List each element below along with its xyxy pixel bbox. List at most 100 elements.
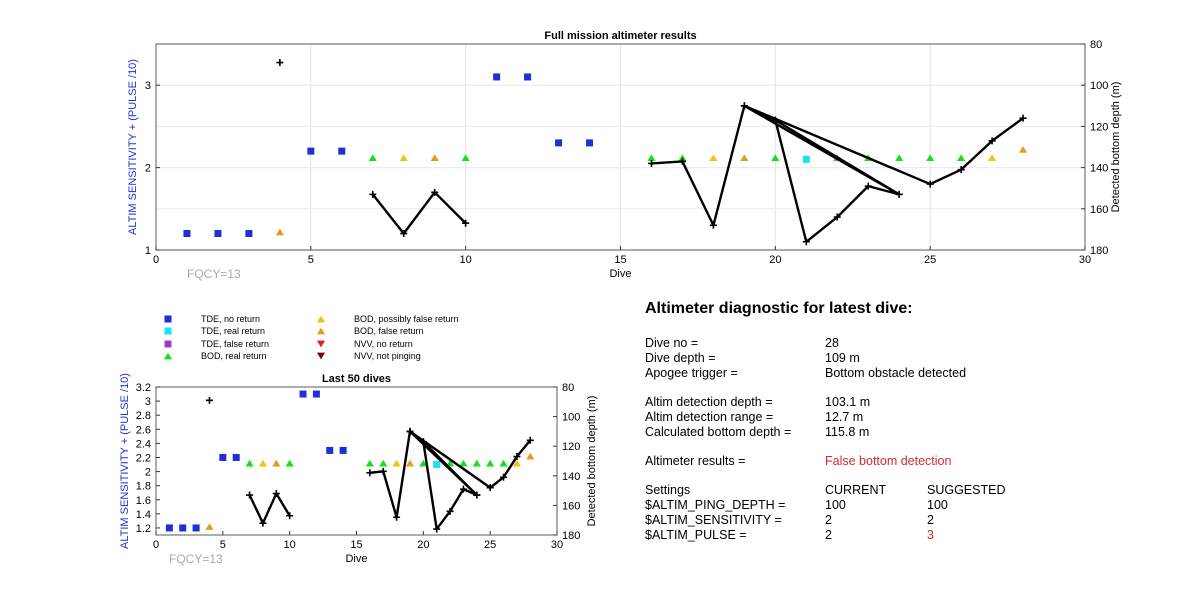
data-marker-dive-24: [472, 459, 481, 467]
legend-label: BOD, possibly false return: [354, 314, 459, 324]
data-marker-dive-18: [709, 154, 718, 162]
y-tick-label: 2.4: [136, 438, 151, 450]
data-marker-dive-28: [1019, 146, 1028, 153]
depth-line: [369, 430, 532, 531]
depth-point-dive-9: [272, 490, 280, 498]
data-marker-dive-11: [299, 390, 307, 398]
depth-point-dive-26: [500, 473, 508, 481]
legend-marker: [164, 327, 172, 335]
legend-marker: [163, 352, 173, 360]
depth-point-dive-16: [366, 469, 374, 477]
y-right-tick-label: 140: [1090, 163, 1108, 175]
chart-title: Last 50 dives: [322, 373, 391, 385]
data-marker-dive-3: [245, 230, 253, 238]
y-tick-label: 3.2: [136, 382, 151, 394]
setting-current: 2: [825, 528, 832, 542]
y-right-tick-label: 80: [1090, 39, 1102, 51]
depth-point-dive-21: [433, 525, 441, 533]
depth-point-dive-9: [431, 188, 439, 196]
depth-point-dive-23: [459, 485, 467, 493]
data-marker-dive-1: [165, 524, 173, 532]
results-label: Altimeter results =: [645, 454, 746, 468]
depth-point-dive-19: [740, 102, 748, 110]
depth-point-dive-27: [988, 137, 996, 145]
y-axis-label: ALTIM SENSITIVITY + (PULSE /10): [127, 59, 139, 235]
x-tick-label: 15: [614, 254, 626, 266]
depth-point-dive-25: [486, 484, 494, 492]
depth-point-dive-24: [473, 491, 481, 499]
results-row: Altimeter results = False bottom detecti…: [645, 454, 1165, 469]
depth-point-dive-26: [957, 166, 965, 174]
y-tick-label: 2: [145, 163, 151, 175]
y-tick-label: 1.8: [136, 481, 151, 493]
legend-label: TDE, false return: [201, 339, 269, 349]
depth-point-dive-21: [802, 238, 810, 246]
dive-no-row: Dive no = 28: [645, 336, 1165, 351]
depth-point-dive-8: [400, 230, 408, 238]
data-marker-dive-1: [183, 230, 191, 238]
legend-marker: [316, 340, 326, 348]
depth-point-dive-23: [864, 182, 872, 190]
x-tick-label: 30: [551, 539, 563, 551]
legend-marker: [316, 352, 326, 360]
last-dives-chart: 0 5 10 15 20 25 30 1.2 1.4 1.6 1.8 2 2.2 2.4 2.6 2.8 3 3.…: [119, 373, 598, 566]
depth-point-dive-8: [259, 519, 267, 527]
apogee-row: Apogee trigger = Bottom obstacle detecte…: [645, 366, 1165, 381]
data-marker-dive-24: [895, 154, 904, 162]
y-tick-label: 1.4: [136, 509, 151, 521]
dive-no-label: Dive no =: [645, 336, 699, 350]
det-range-label: Altim detection range =: [645, 410, 774, 424]
data-marker-dive-26: [499, 459, 508, 467]
det-depth-row: Altim detection depth = 103.1 m: [645, 395, 1165, 410]
dive-no-value: 28: [825, 336, 839, 350]
depth-point-dive-19: [406, 427, 414, 435]
legend-marker: [316, 327, 326, 335]
setting-suggested: 3: [927, 528, 934, 542]
apogee-value: Bottom obstacle detected: [825, 366, 967, 380]
legend-label: TDE, no return: [201, 314, 260, 324]
suggested-header: SUGGESTED: [927, 483, 1006, 497]
x-axis-label: Dive: [609, 268, 631, 280]
y-right-axis-label: Detected bottom depth (m): [1110, 82, 1122, 213]
depth-point-dive-4: [276, 59, 284, 67]
data-marker-dive-17: [678, 154, 687, 162]
data-marker-dive-4: [205, 523, 214, 530]
data-marker-dive-6: [232, 453, 240, 461]
plot-frame: [155, 386, 558, 536]
diagnostic-panel: Altimeter diagnostic for latest dive: Di…: [645, 300, 1165, 543]
data-marker-dive-6: [338, 147, 346, 155]
det-depth-label: Altim detection depth =: [645, 395, 773, 409]
data-marker-dive-20: [419, 459, 428, 467]
depth-point-dive-10: [286, 512, 294, 520]
depth-point-dive-10: [462, 219, 470, 227]
data-marker-dive-10: [461, 154, 470, 162]
depth-point-dive-17: [379, 467, 387, 475]
y-right-tick-label: 80: [562, 382, 574, 394]
y-tick-label: 1.6: [136, 495, 151, 507]
legend-label: TDE, real return: [201, 326, 265, 336]
data-marker-dive-21: [433, 461, 441, 469]
data-marker-dive-28: [526, 452, 535, 460]
legend-label: BOD, real return: [201, 351, 267, 361]
data-marker-dive-9: [272, 459, 281, 467]
x-axis-label: Dive: [345, 553, 367, 565]
fqcy-annotation: FQCY=13: [187, 267, 241, 281]
data-marker-dive-14: [586, 139, 594, 147]
det-depth-value: 103.1 m: [825, 395, 871, 409]
depth-point-dive-16: [647, 159, 655, 167]
y-right-tick-label: 180: [562, 530, 580, 542]
settings-label: Settings: [645, 483, 691, 497]
data-marker-dive-12: [312, 390, 320, 398]
setting-name: $ALTIM_PING_DEPTH =: [645, 498, 786, 512]
fqcy-annotation: FQCY=13: [169, 552, 223, 566]
data-marker-dive-8: [399, 154, 408, 162]
calc-depth-value: 115.8 m: [825, 425, 870, 439]
data-marker-dive-27: [988, 154, 997, 162]
current-header: CURRENT: [825, 483, 887, 497]
data-marker-dive-26: [957, 154, 966, 162]
depth-point-dive-18: [709, 221, 717, 229]
y-right-tick-label: 120: [1090, 121, 1108, 133]
calc-depth-label: Calculated bottom depth =: [645, 425, 792, 439]
x-tick-label: 5: [308, 254, 314, 266]
y-right-tick-label: 140: [562, 471, 580, 483]
